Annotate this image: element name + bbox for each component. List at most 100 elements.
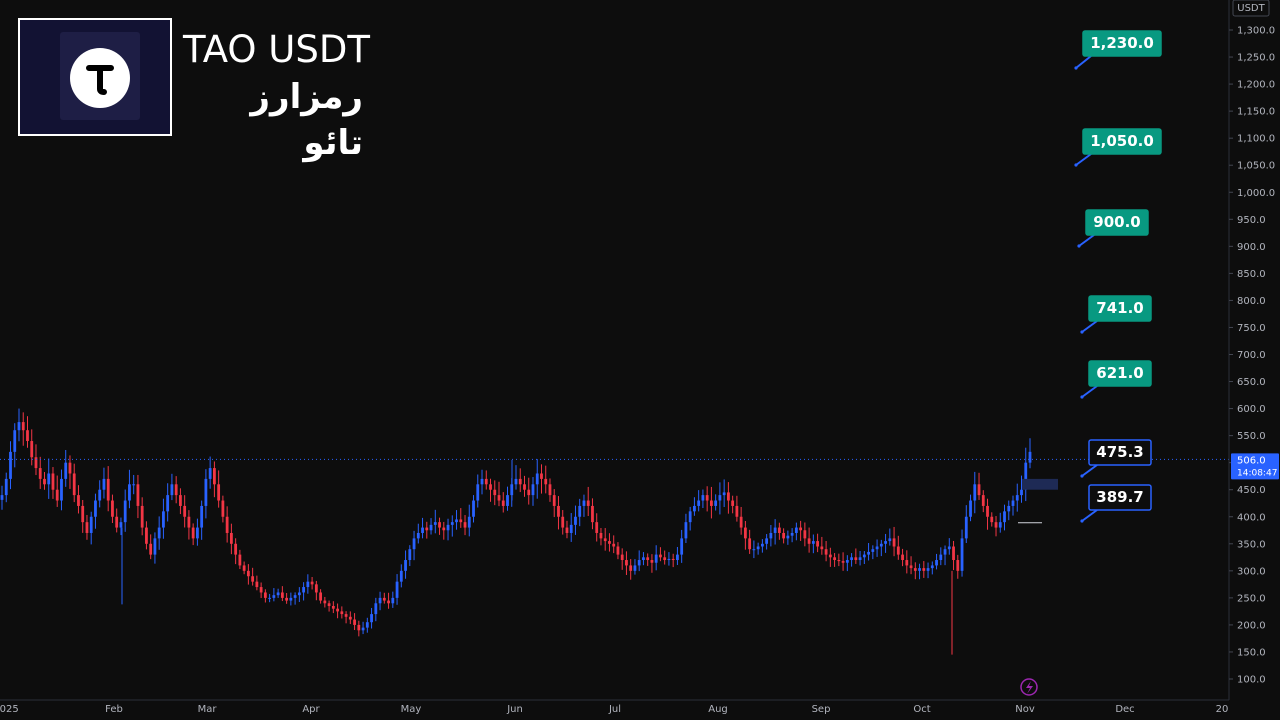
- candle-body: [518, 478, 522, 485]
- target-pointer-tip: [1074, 163, 1078, 167]
- candle-body: [807, 538, 811, 544]
- candle-body: [179, 495, 182, 506]
- candle-body: [81, 505, 85, 523]
- candle-body: [77, 495, 80, 506]
- candle-body: [119, 522, 123, 528]
- candle-body: [718, 495, 722, 501]
- candle-body: [633, 565, 637, 571]
- candle-body: [862, 554, 866, 558]
- candle-body: [595, 522, 599, 533]
- candle-body: [803, 530, 807, 539]
- candle-body: [13, 430, 17, 452]
- target-label: 621.0: [1096, 364, 1143, 382]
- candle-body: [501, 500, 505, 506]
- target-pointer-tip: [1080, 395, 1084, 399]
- candle-body: [166, 495, 170, 512]
- candle-body: [1024, 462, 1028, 490]
- candle-body: [599, 532, 603, 539]
- candle-body: [693, 505, 696, 512]
- candle-body: [64, 462, 68, 479]
- y-tick-label: 550.0: [1237, 431, 1266, 442]
- candle-body: [340, 611, 344, 615]
- candle-body: [871, 549, 875, 552]
- candle-body: [977, 484, 981, 496]
- candle-body: [620, 554, 624, 561]
- candle-body: [170, 484, 174, 496]
- candle-body: [484, 478, 488, 485]
- countdown-label: 14:08:47: [1237, 468, 1277, 478]
- candle-body: [752, 549, 756, 551]
- candle-body: [701, 495, 705, 501]
- candle-body: [353, 619, 356, 625]
- candle-body: [30, 441, 34, 458]
- target-pointer-tip: [1080, 474, 1084, 478]
- target-box: [1085, 209, 1149, 236]
- candle-body: [947, 546, 951, 550]
- target-label: 475.3: [1096, 443, 1143, 461]
- candle-body: [68, 462, 72, 474]
- candle-body: [408, 549, 412, 561]
- y-tick-label: 600.0: [1237, 404, 1266, 415]
- candle-body: [854, 557, 858, 561]
- candle-body: [200, 505, 204, 528]
- candle-body: [994, 522, 998, 528]
- candle-body: [705, 495, 709, 501]
- candle-body: [9, 451, 12, 479]
- target-pointer-tip: [1080, 519, 1084, 523]
- candle-body: [263, 592, 267, 598]
- candle-body: [47, 473, 51, 485]
- candle-body: [811, 541, 815, 544]
- candle-body: [820, 546, 824, 550]
- candle-body: [391, 597, 395, 604]
- candle-body: [956, 560, 960, 571]
- candle-body: [667, 558, 671, 561]
- candle-body: [858, 557, 862, 561]
- candle-body: [922, 568, 926, 571]
- y-tick-label: 100.0: [1237, 675, 1266, 686]
- candle-body: [981, 495, 985, 506]
- target-pointer-tip: [1077, 244, 1081, 248]
- candle-body: [986, 505, 989, 517]
- candle-body: [973, 484, 977, 501]
- candle-body: [17, 422, 21, 431]
- x-axis[interactable]: 2025 Feb Mar Apr May Jun Jul Aug Sep Oct Nov Dec 20: [0, 699, 1229, 715]
- candle-body: [816, 541, 820, 547]
- candle-body: [4, 478, 8, 496]
- candle-body: [676, 554, 679, 561]
- candle-body: [255, 581, 259, 588]
- candle-body: [314, 584, 318, 593]
- candle-body: [280, 592, 284, 598]
- candle-body: [650, 560, 654, 563]
- candle-body: [115, 516, 119, 528]
- candle-body: [616, 546, 620, 555]
- candle-body: [782, 532, 786, 539]
- candle-body: [794, 527, 798, 533]
- candle-body: [637, 560, 641, 566]
- y-tick-label: 950.0: [1237, 215, 1266, 226]
- candle-body: [612, 543, 616, 547]
- y-tick-label: 300.0: [1237, 566, 1266, 577]
- candle-body: [412, 538, 416, 550]
- target-pointer: [1081, 320, 1098, 333]
- candle-body: [659, 554, 662, 558]
- logo-tile: [60, 32, 140, 120]
- candle-body: [765, 538, 769, 544]
- candle-body: [964, 516, 968, 539]
- y-axis[interactable]: USDT 100.0 150.0 200.0 250.0 300.0 350.0 400.0 4…: [1228, 0, 1279, 700]
- candle-body: [416, 532, 420, 539]
- candle-body: [905, 560, 909, 566]
- candle-body: [310, 581, 314, 585]
- candle-body: [132, 484, 136, 486]
- y-tick-label: 700.0: [1237, 350, 1266, 361]
- target-pointer: [1075, 153, 1092, 166]
- page-subtitle: رمزارز تائو: [250, 77, 363, 163]
- target-box: [1088, 439, 1152, 466]
- candle-body: [94, 500, 97, 517]
- candle-body: [1028, 451, 1032, 463]
- candle-body: [212, 468, 216, 485]
- y-tick-label: 1,050.0: [1237, 161, 1275, 172]
- candle-body: [918, 568, 921, 571]
- candle-body: [21, 422, 25, 431]
- candle-body: [799, 527, 803, 531]
